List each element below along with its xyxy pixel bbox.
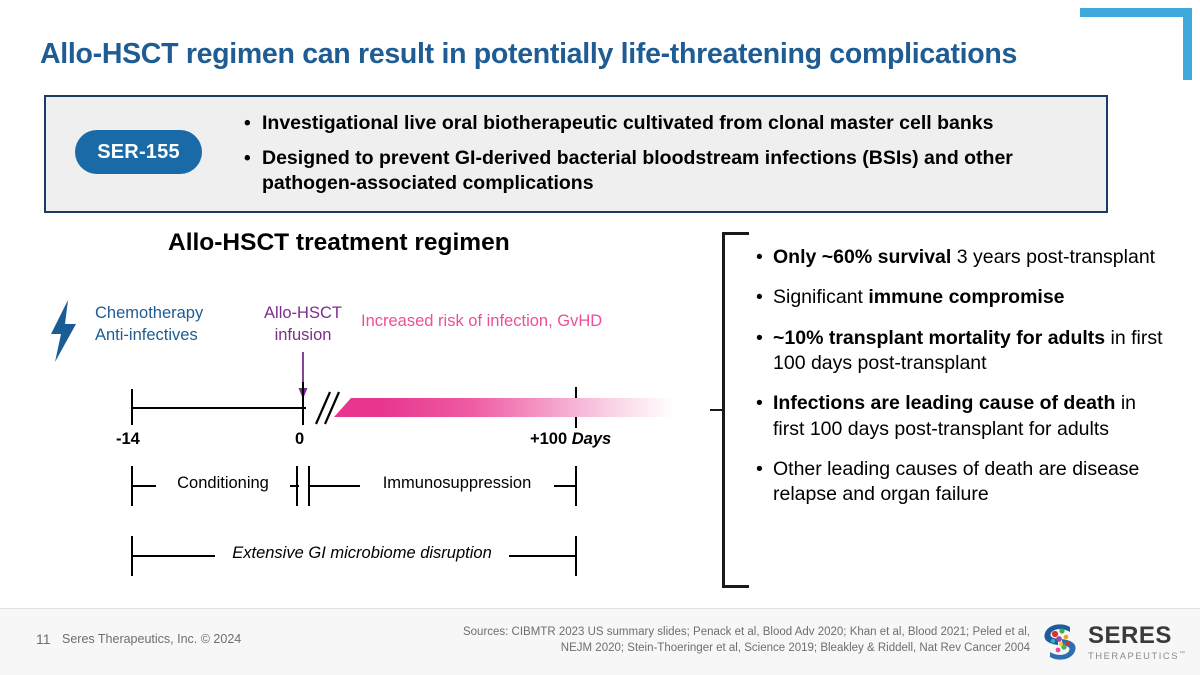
list-item: • Infections are leading cause of death …: [756, 391, 1168, 442]
timeline-tick-day-100-lower: [575, 414, 578, 428]
diagram-heading: Allo-HSCT treatment regimen: [168, 229, 510, 256]
phase-label-immunosuppression: Immunosuppression: [360, 474, 554, 493]
bullet-dot-icon: •: [244, 113, 251, 134]
seres-logo-mark-icon: [1044, 624, 1076, 660]
bullet-dot-icon: •: [756, 392, 763, 415]
lightning-bolt-icon: [51, 300, 76, 362]
outcome-rest: in first 100 days post-transplant for ad…: [773, 392, 1137, 440]
timeline-axis-unit: Days: [571, 430, 612, 448]
outcome-text: ~10% transplant mortality for adults in …: [773, 326, 1168, 377]
list-item: • Only ~60% survival 3 years post-transp…: [756, 245, 1168, 270]
timeline-label-day100-value: +100: [530, 430, 568, 448]
outcome-bold-lead: ~10% transplant mortality for adults: [773, 326, 1106, 349]
outcome-text: Other leading causes of death are diseas…: [773, 457, 1168, 508]
phase-row-conditioning: Conditioning Immunosuppression: [0, 466, 620, 506]
page-number: 11: [36, 631, 51, 647]
callout-bullet-item: • Designed to prevent GI-derived bacteri…: [244, 146, 1092, 197]
chemotherapy-label-line2: Anti-infectives: [95, 325, 198, 344]
timeline-label-day100: +100 Days: [530, 430, 611, 449]
outcome-rest: in first 100 days post-transplant: [773, 326, 1163, 375]
increased-risk-gradient-bar: [334, 398, 674, 417]
bullet-dot-icon: •: [756, 286, 763, 309]
outcome-text: Significant immune compromise: [773, 285, 1168, 310]
callout-bullet-item: • Investigational live oral biotherapeut…: [244, 111, 1092, 137]
sources-line-2: NEJM 2020; Stein-Thoeringer et al, Scien…: [560, 642, 1030, 655]
seres-logo-name: SERES: [1088, 622, 1172, 649]
bullet-dot-icon: •: [756, 326, 763, 349]
axis-break-icon: [314, 391, 341, 425]
callout-bullet-list: • Investigational live oral biotherapeut…: [244, 111, 1092, 206]
phase-label-microbiome: Extensive GI microbiome disruption: [215, 544, 509, 563]
phase-label-conditioning: Conditioning: [156, 474, 290, 493]
ser155-badge: SER-155: [75, 130, 202, 174]
corner-accent-decoration: [1080, 8, 1192, 80]
outcome-rest: 3 years post-transplant: [951, 246, 1156, 268]
outcome-bold-lead: Infections are leading cause of death: [773, 392, 1116, 415]
seres-logo-tagline: THERAPEUTICS™: [1088, 651, 1187, 661]
callout-bullet-text: Investigational live oral biotherapeutic…: [262, 112, 994, 134]
bracket-cap-mid-left: [296, 466, 299, 506]
sources-citation: Sources: CIBMTR 2023 US summary slides; …: [390, 624, 1030, 657]
timeline-axis-line: [131, 407, 306, 410]
footer-divider: [0, 608, 1200, 609]
seres-logo: SERES THERAPEUTICS™: [1038, 618, 1185, 666]
bracket-top-arm: [722, 232, 749, 235]
corner-accent-horizontal: [1080, 8, 1192, 17]
bracket-bottom-arm: [722, 585, 749, 588]
infusion-label-line2: infusion: [274, 325, 332, 344]
callout-bullet-text: Designed to prevent GI-derived bacterial…: [262, 146, 1013, 195]
timeline-label-minus14: -14: [116, 430, 140, 448]
infusion-label-line1: Allo-HSCT: [264, 304, 342, 322]
outcome-rest: Significant: [773, 286, 869, 309]
timeline-label-zero: 0: [295, 430, 305, 448]
bracket-mid-tick: [710, 409, 724, 412]
trademark-icon: ™: [1179, 651, 1187, 657]
bullet-dot-icon: •: [756, 458, 763, 481]
timeline-tick-day-zero: [302, 382, 305, 425]
outcomes-bracket: [710, 232, 754, 588]
timeline-tick-day-100-upper: [575, 387, 578, 401]
outcomes-list: • Only ~60% survival 3 years post-transp…: [756, 245, 1168, 523]
bullet-dot-icon: •: [244, 147, 251, 169]
phase-row-microbiome: Extensive GI microbiome disruption: [0, 536, 620, 576]
ser155-callout-box: SER-155 • Investigational live oral biot…: [44, 95, 1108, 213]
infusion-label: Allo-HSCT infusion: [255, 303, 351, 347]
corner-accent-vertical: [1183, 8, 1192, 80]
page-title: Allo-HSCT regimen can result in potentia…: [40, 38, 1018, 70]
footer-band: [0, 609, 1200, 675]
outcome-text: Only ~60% survival 3 years post-transpla…: [773, 245, 1168, 270]
seres-logo-wordmark: SERES THERAPEUTICS™: [1088, 624, 1187, 661]
bracket-cap-right: [575, 536, 578, 576]
increased-risk-label: Increased risk of infection, GvHD: [361, 312, 603, 330]
seres-logo-tagline-text: THERAPEUTICS: [1088, 650, 1180, 662]
copyright-text: Seres Therapeutics, Inc. © 2024: [62, 632, 242, 646]
timeline-tick-day-minus14: [131, 389, 134, 425]
chemotherapy-label-line1: Chemotherapy: [95, 304, 204, 322]
list-item: • Significant immune compromise: [756, 285, 1168, 310]
outcome-rest: Other leading causes of death are diseas…: [773, 458, 1140, 506]
bracket-cap-right: [575, 466, 578, 506]
outcome-bold-tail: immune compromise: [868, 286, 1065, 309]
sources-line-1: Sources: CIBMTR 2023 US summary slides; …: [462, 626, 1030, 638]
outcome-text: Infections are leading cause of death in…: [773, 391, 1168, 442]
list-item: • Other leading causes of death are dise…: [756, 457, 1168, 508]
list-item: • ~10% transplant mortality for adults i…: [756, 326, 1168, 377]
chemotherapy-label: Chemotherapy Anti-infectives: [95, 303, 203, 347]
outcome-bold-lead: Only ~60% survival: [773, 246, 952, 268]
bullet-dot-icon: •: [756, 246, 763, 268]
